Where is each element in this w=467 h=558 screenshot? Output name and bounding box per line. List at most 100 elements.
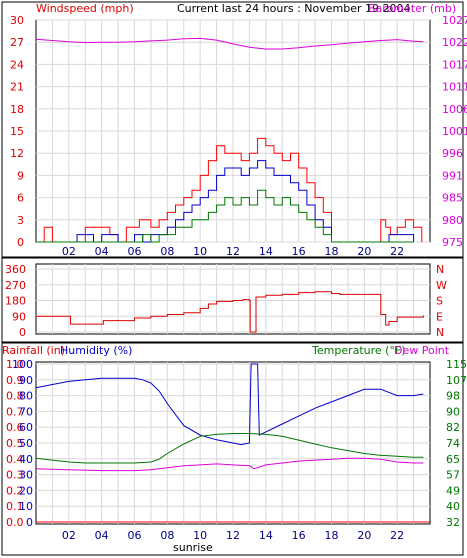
rainfall-tick: 0.4 bbox=[6, 453, 24, 466]
compass-tick: W bbox=[436, 279, 447, 292]
barometer-tick: 1006 bbox=[442, 103, 467, 116]
dewpoint-label: Dew Point bbox=[394, 344, 450, 357]
direction-tick: 360 bbox=[5, 263, 26, 276]
humidity-tick: 10 bbox=[19, 500, 33, 513]
hour-tick: 10 bbox=[193, 529, 207, 542]
series-line-2 bbox=[35, 457, 424, 472]
hour-tick: 02 bbox=[62, 245, 76, 258]
windspeed-tick: 6 bbox=[17, 192, 24, 205]
rainfall-tick: 0.9 bbox=[6, 374, 24, 387]
hour-tick: 02 bbox=[62, 529, 76, 542]
windspeed-tick: 24 bbox=[10, 58, 24, 71]
rainfall-tick: 0.3 bbox=[6, 469, 24, 482]
rainfall-tick: 0.1 bbox=[6, 500, 24, 513]
hour-tick: 08 bbox=[160, 529, 174, 542]
hour-tick: 06 bbox=[128, 529, 142, 542]
temperature-tick: 98 bbox=[446, 390, 460, 403]
humidity-tick: 30 bbox=[19, 469, 33, 482]
windspeed-tick: 3 bbox=[17, 214, 24, 227]
rainfall-tick: 1.0 bbox=[6, 358, 24, 371]
panel-3-x-axis: 02 04 06 08 10 12 14 16 18 20 22 bbox=[62, 529, 404, 542]
panel-2-series bbox=[36, 291, 424, 333]
hour-tick: 16 bbox=[292, 529, 306, 542]
hour-tick: 16 bbox=[292, 245, 306, 258]
rainfall-tick: 0.6 bbox=[6, 421, 24, 434]
hour-tick: 20 bbox=[357, 529, 371, 542]
barometer-tick: 991 bbox=[442, 169, 463, 182]
compass-tick: E bbox=[436, 310, 443, 323]
panel-1-series bbox=[35, 37, 424, 243]
barometer-tick: 980 bbox=[442, 214, 463, 227]
windspeed-tick: 12 bbox=[10, 147, 24, 160]
compass-tick: N bbox=[436, 326, 444, 339]
barometer-tick: 975 bbox=[442, 236, 463, 249]
windspeed-tick: 9 bbox=[17, 169, 24, 182]
barometer-tick: 1001 bbox=[442, 125, 467, 138]
windspeed-tick: 27 bbox=[10, 36, 24, 49]
hour-tick: 22 bbox=[390, 245, 404, 258]
hour-tick: 04 bbox=[95, 529, 109, 542]
panel-humidity-temperature: 0.0 0.1 0.2 0.3 0.4 0.5 0.6 0.7 0.8 0.9 1.0 0 10 20 3… bbox=[1, 342, 467, 556]
wind-direction-line bbox=[36, 291, 424, 333]
panel-wind-barometer: 0 3 6 9 12 15 18 21 24 27 30 975 980 985 991 996 1001 10… bbox=[1, 1, 467, 269]
panel-1-x-axis: 02 04 06 08 10 12 14 16 18 20 22 bbox=[62, 245, 404, 258]
barometer-tick: 1017 bbox=[442, 58, 467, 71]
windspeed-axis-label: Windspeed (mph) bbox=[36, 2, 134, 15]
rainfall-tick: 0.8 bbox=[6, 390, 24, 403]
temperature-label: Temperature (°F) bbox=[311, 344, 406, 357]
temperature-tick: 82 bbox=[446, 421, 460, 434]
panel-3-humidity-axis: 0 10 20 30 40 50 60 70 80 90 100 bbox=[12, 358, 33, 529]
barometer-tick: 996 bbox=[442, 147, 463, 160]
humidity-tick: 40 bbox=[19, 453, 33, 466]
temperature-tick: 90 bbox=[446, 405, 460, 418]
humidity-tick: 50 bbox=[19, 437, 33, 450]
series-line-2 bbox=[36, 160, 415, 243]
humidity-label: Humidity (%) bbox=[60, 344, 132, 357]
windspeed-tick: 18 bbox=[10, 103, 24, 116]
panel-3-series bbox=[35, 363, 430, 523]
panel-2-left-axis: 0 90 180 270 360 bbox=[5, 263, 26, 339]
direction-tick: 180 bbox=[5, 295, 26, 308]
hour-tick: 06 bbox=[128, 245, 142, 258]
hour-tick: 20 bbox=[357, 245, 371, 258]
temperature-tick: 49 bbox=[446, 484, 460, 497]
compass-tick: S bbox=[436, 295, 443, 308]
panel-1-right-axis: 975 980 985 991 996 1001 1006 1011 1017 1022 1027 bbox=[442, 14, 467, 249]
direction-tick: 0 bbox=[19, 326, 26, 339]
temperature-tick: 74 bbox=[446, 437, 460, 450]
direction-tick: 270 bbox=[5, 279, 26, 292]
humidity-tick: 20 bbox=[19, 484, 33, 497]
humidity-tick: 60 bbox=[19, 421, 33, 434]
humidity-tick: 0 bbox=[26, 516, 33, 529]
windspeed-tick: 0 bbox=[17, 236, 24, 249]
humidity-tick: 80 bbox=[19, 390, 33, 403]
hour-tick: 04 bbox=[95, 245, 109, 258]
hour-tick: 14 bbox=[259, 245, 273, 258]
windspeed-tick: 30 bbox=[10, 14, 24, 27]
rainfall-tick: 0.0 bbox=[6, 516, 24, 529]
hour-tick: 18 bbox=[325, 529, 339, 542]
humidity-tick: 70 bbox=[19, 405, 33, 418]
humidity-tick: 90 bbox=[19, 374, 33, 387]
temperature-tick: 65 bbox=[446, 453, 460, 466]
hour-tick: 22 bbox=[390, 529, 404, 542]
temperature-tick: 32 bbox=[446, 516, 460, 529]
barometer-tick: 1011 bbox=[442, 81, 467, 94]
barometer-tick: 1027 bbox=[442, 14, 467, 27]
temperature-tick: 57 bbox=[446, 469, 460, 482]
rainfall-tick: 0.2 bbox=[6, 484, 24, 497]
barometer-tick: 985 bbox=[442, 192, 463, 205]
series-line-0 bbox=[35, 363, 424, 446]
series-line-1 bbox=[35, 433, 424, 464]
rainfall-label: Rainfall (in) bbox=[2, 344, 65, 357]
rainfall-tick: 0.7 bbox=[6, 405, 24, 418]
barometer-tick: 1022 bbox=[442, 36, 467, 49]
hour-tick: 08 bbox=[160, 245, 174, 258]
series-line-3 bbox=[36, 189, 414, 243]
windspeed-tick: 15 bbox=[10, 125, 24, 138]
barometer-axis-label: Barometer (mb) bbox=[368, 2, 456, 15]
panel-3-rain-axis: 0.0 0.1 0.2 0.3 0.4 0.5 0.6 0.7 0.8 0.9 1.0 bbox=[6, 358, 24, 529]
hour-tick: 12 bbox=[226, 245, 240, 258]
